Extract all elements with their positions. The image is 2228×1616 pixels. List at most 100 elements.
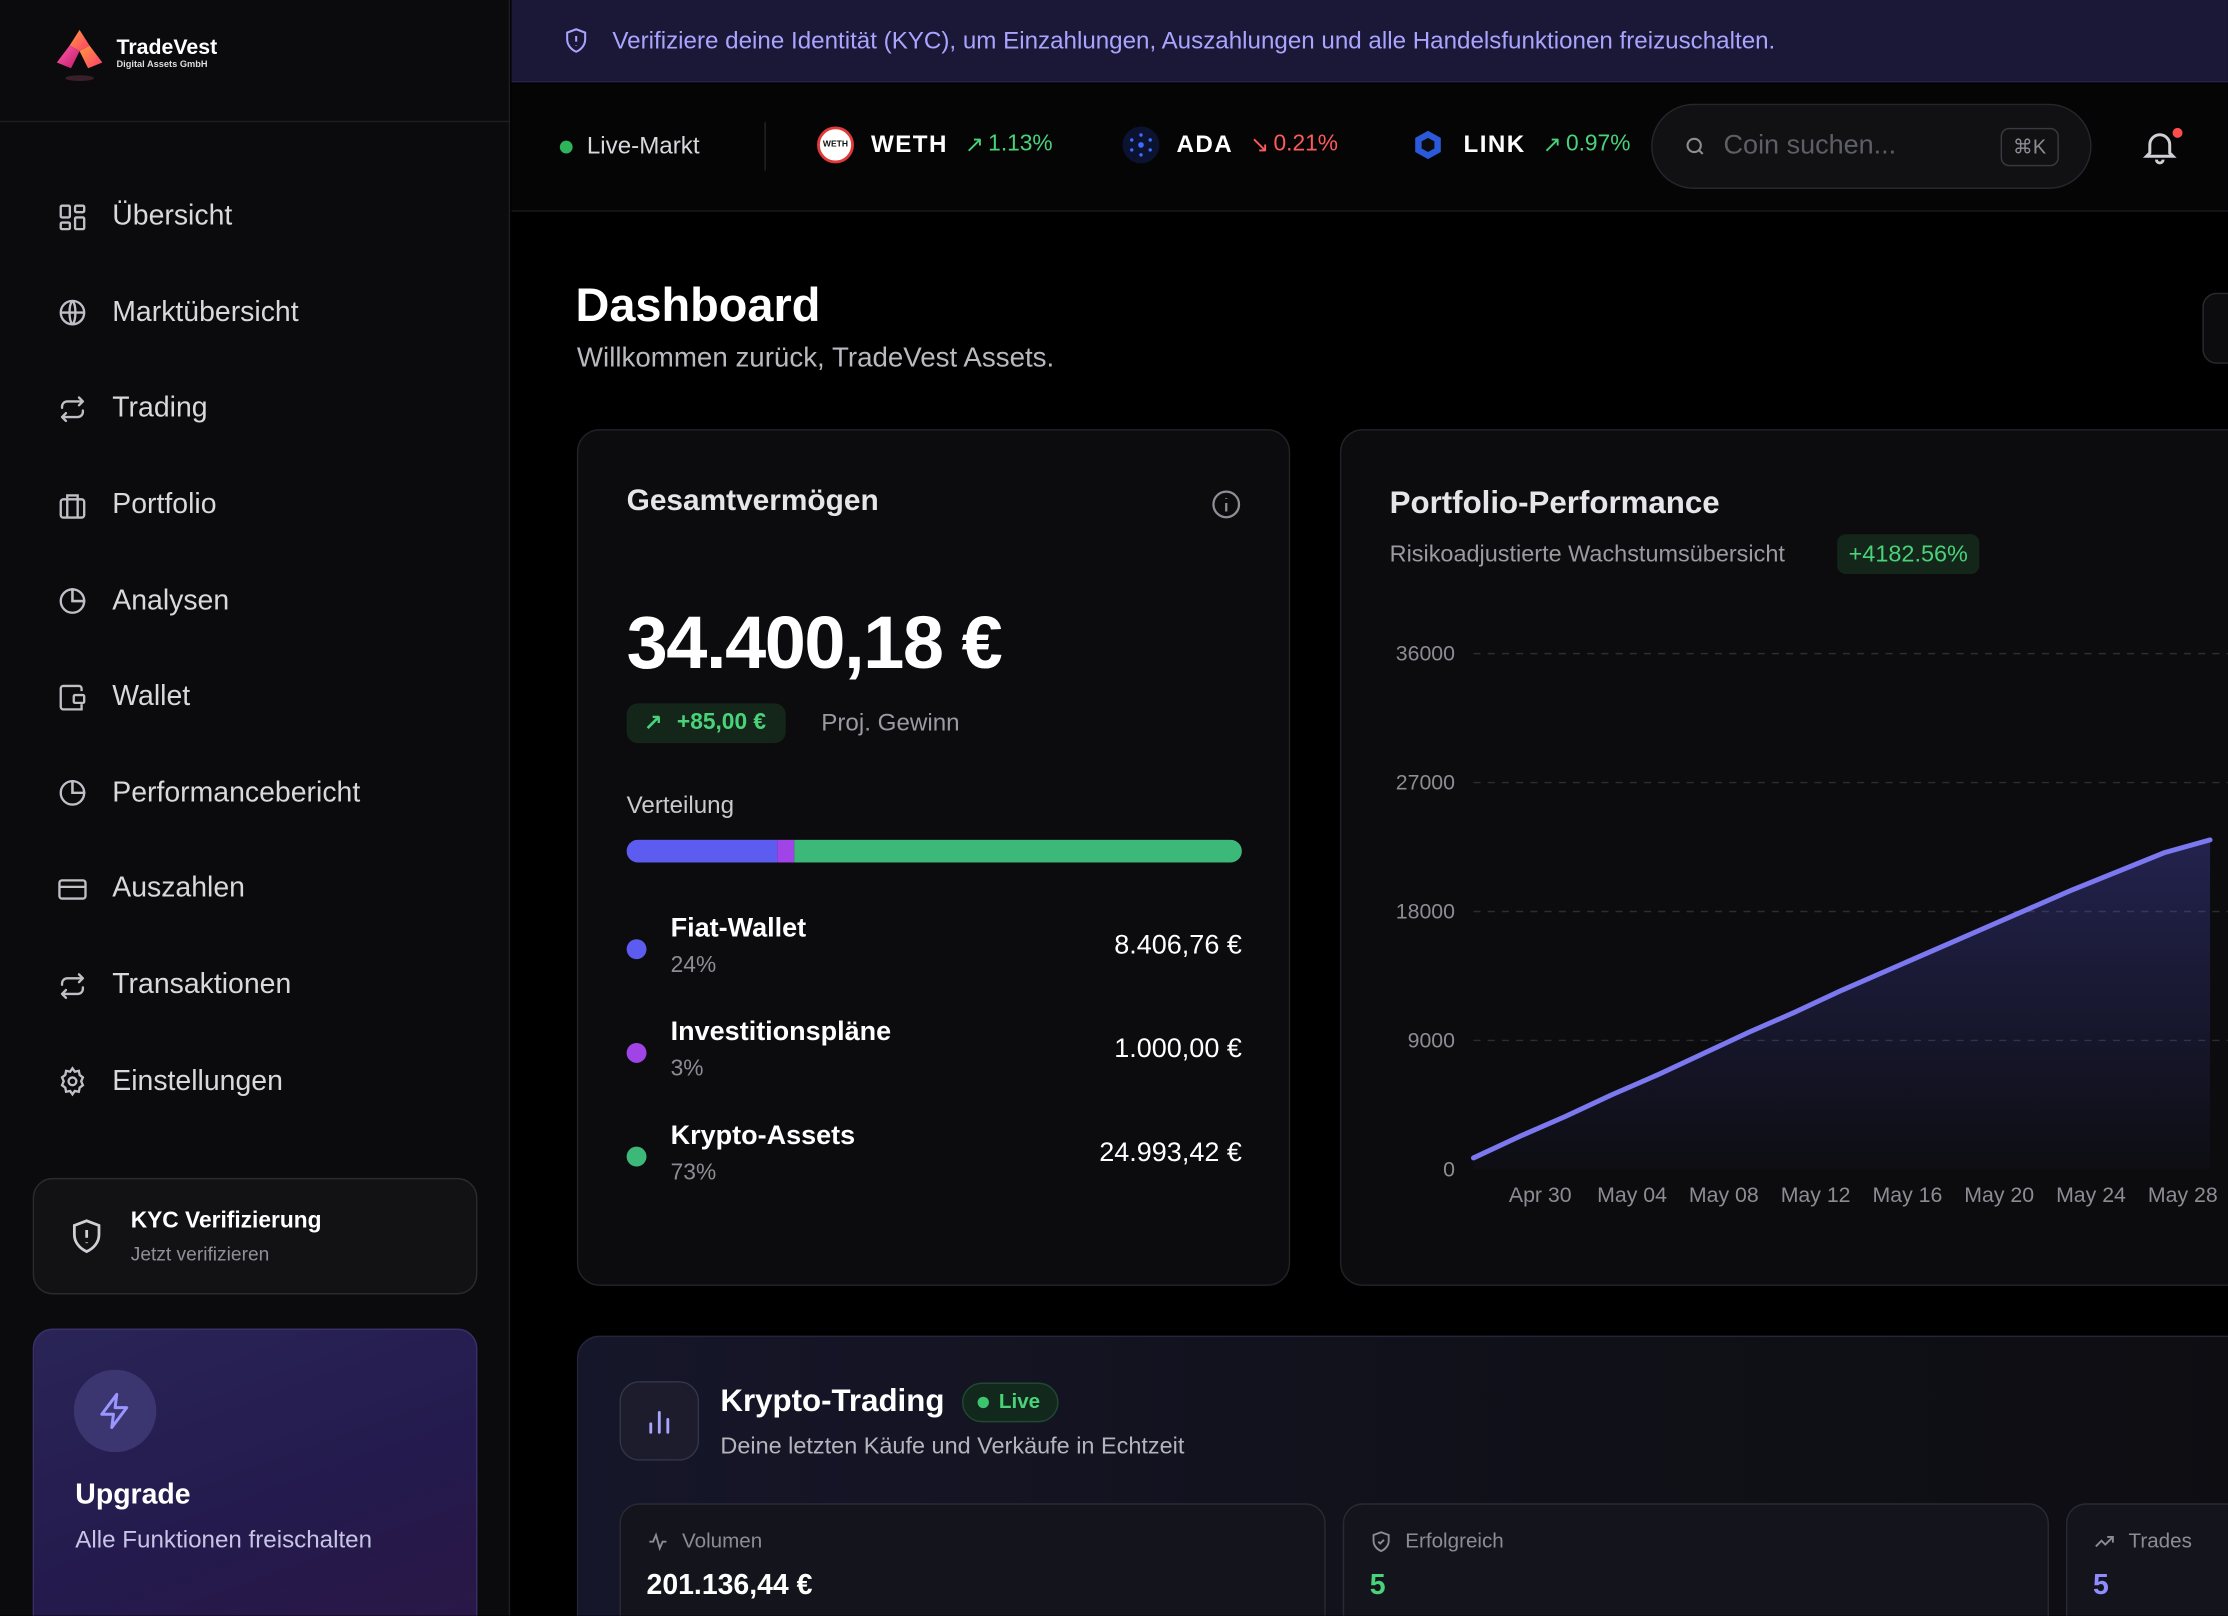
y-tick-label: 0 xyxy=(1443,1158,1455,1182)
sidebar-nav: Übersicht Marktübersicht Trading Portfol… xyxy=(0,169,510,1129)
sidebar-item-performancebericht[interactable]: Performancebericht xyxy=(0,745,510,841)
search-shortcut-badge: ⌘K xyxy=(2000,127,2059,166)
live-dot xyxy=(977,1396,989,1409)
performance-title: Portfolio-Performance xyxy=(1389,484,1720,521)
credit-card-icon xyxy=(58,879,87,900)
sidebar-item-label: Einstellungen xyxy=(112,1065,283,1097)
asset-row-fiat[interactable]: Fiat-Wallet 24% 8.406,76 € xyxy=(626,911,1242,991)
stat-value: 5 xyxy=(2092,1570,2109,1602)
sidebar-item-wallet[interactable]: Wallet xyxy=(0,649,510,745)
info-icon[interactable] xyxy=(1209,487,1243,521)
kyc-verification-card[interactable]: KYC Verifizierung Jetzt verifizieren xyxy=(32,1177,478,1295)
live-badge: Live xyxy=(961,1382,1059,1423)
ticker-symbol: ADA xyxy=(1176,130,1234,158)
stat-label: Volumen xyxy=(682,1530,763,1554)
asset-row-investments[interactable]: Investitionspläne 3% 1.000,00 € xyxy=(626,1015,1242,1095)
upgrade-title: Upgrade xyxy=(75,1479,191,1511)
ticker-symbol: LINK xyxy=(1463,130,1526,158)
sidebar-item-label: Übersicht xyxy=(112,200,233,233)
market-topbar: Live-Markt WETH WETH ↗ 1.13% ADA ↘ 0.21% xyxy=(511,83,2228,212)
link-logo-icon xyxy=(1410,126,1447,163)
pie-chart-icon xyxy=(59,588,86,615)
upgrade-subtitle: Alle Funktionen freischalten xyxy=(75,1526,373,1554)
x-tick-label: May 08 xyxy=(1689,1183,1759,1207)
notification-dot xyxy=(2172,127,2183,138)
asset-name: Fiat-Wallet xyxy=(670,913,807,944)
performance-subtitle: Risikoadjustierte Wachstumsübersicht xyxy=(1389,541,1785,567)
ticker-link[interactable]: LINK ↗ 0.97% xyxy=(1410,126,1630,163)
bell-icon[interactable] xyxy=(2140,126,2180,166)
total-assets-card: Gesamtvermögen 34.400,18 € ↗ +85,00 € Pr… xyxy=(576,429,1291,1286)
distribution-bar xyxy=(626,839,1242,863)
sidebar-item-label: Auszahlen xyxy=(112,873,245,905)
sidebar: TradeVest Digital Assets GmbH Übersicht … xyxy=(0,0,511,1616)
x-tick-label: May 20 xyxy=(1964,1183,2034,1207)
live-dot xyxy=(559,139,573,153)
ticker-change: ↘ 0.21% xyxy=(1250,131,1338,159)
sidebar-item-einstellungen[interactable]: Einstellungen xyxy=(0,1033,510,1129)
asset-name: Investitionspläne xyxy=(670,1017,892,1048)
arrow-up-right-icon: ↗ xyxy=(1542,133,1562,158)
sidebar-item-analysen[interactable]: Analysen xyxy=(0,553,510,649)
gear-icon xyxy=(60,1066,85,1097)
asset-value: 1.000,00 € xyxy=(1114,1034,1242,1065)
kyc-banner-text: Verifiziere deine Identität (KYC), um Ei… xyxy=(612,26,1776,54)
ticker-weth[interactable]: WETH WETH ↗ 1.13% xyxy=(817,126,1053,164)
performance-chart[interactable]: 0 9000 18000 27000 36000 Apr 30 May 04 May 08 Ma… xyxy=(1341,615,2228,1212)
sidebar-item-auszahlen[interactable]: Auszahlen xyxy=(0,841,510,937)
header-action-button[interactable] xyxy=(2202,292,2228,364)
sidebar-item-trading[interactable]: Trading xyxy=(0,361,510,457)
sidebar-item-label: Wallet xyxy=(112,680,191,713)
stat-value: 5 xyxy=(1369,1570,1386,1602)
arrow-down-right-icon: ↘ xyxy=(1250,133,1270,158)
pie-chart-icon xyxy=(59,780,86,807)
y-tick-label: 9000 xyxy=(1408,1029,1456,1053)
shield-alert-icon xyxy=(566,28,587,53)
sidebar-item-label: Portfolio xyxy=(112,488,217,521)
kyc-banner[interactable]: Verifiziere deine Identität (KYC), um Ei… xyxy=(511,0,2228,83)
brand-subtitle: Digital Assets GmbH xyxy=(116,60,208,70)
search-icon xyxy=(1686,137,1704,155)
upgrade-card[interactable]: Upgrade Alle Funktionen freischalten xyxy=(32,1328,478,1616)
trending-up-icon xyxy=(2095,1535,2114,1548)
total-assets-value: 34.400,18 € xyxy=(626,602,1003,685)
stat-volume: Volumen 201.136,44 € xyxy=(619,1503,1326,1616)
asset-row-crypto[interactable]: Krypto-Assets 73% 24.993,42 € xyxy=(626,1118,1242,1198)
briefcase-icon xyxy=(59,493,86,519)
sidebar-item-portfolio[interactable]: Portfolio xyxy=(0,457,510,553)
arrows-swap-icon xyxy=(60,972,85,999)
arrow-up-right-icon: ↗ xyxy=(643,711,663,737)
page-subtitle: Willkommen zurück, TradeVest Assets. xyxy=(576,342,1055,374)
sidebar-item-transaktionen[interactable]: Transaktionen xyxy=(0,937,510,1033)
asset-value: 8.406,76 € xyxy=(1114,930,1242,961)
ticker-symbol: WETH xyxy=(871,130,948,158)
x-tick-label: May 24 xyxy=(2056,1183,2126,1207)
y-tick-label: 27000 xyxy=(1396,771,1455,795)
sidebar-item-marktuebersicht[interactable]: Marktübersicht xyxy=(0,265,510,361)
globe-icon xyxy=(59,300,86,327)
sidebar-item-label: Performancebericht xyxy=(112,777,361,809)
coin-search-input[interactable]: Coin suchen... ⌘K xyxy=(1651,103,2092,189)
sidebar-item-uebersicht[interactable]: Übersicht xyxy=(0,169,510,265)
grid-icon xyxy=(59,204,86,231)
asset-value: 24.993,42 € xyxy=(1099,1138,1242,1168)
bar-chart-icon xyxy=(619,1381,700,1461)
kyc-title: KYC Verifizierung xyxy=(130,1208,322,1233)
ticker-change: ↗ 1.13% xyxy=(965,131,1053,159)
brand-logo[interactable]: TradeVest Digital Assets GmbH xyxy=(51,26,217,83)
y-tick-label: 36000 xyxy=(1396,642,1455,666)
sidebar-divider xyxy=(0,120,511,123)
stat-successful: Erfolgreich 5 xyxy=(1342,1503,2049,1616)
lightning-icon xyxy=(73,1369,157,1453)
distribution-segment-crypto xyxy=(794,839,1242,863)
live-market-indicator: Live-Markt xyxy=(559,132,700,160)
projected-gain-badge: ↗ +85,00 € xyxy=(626,703,786,744)
shield-check-icon xyxy=(1372,1531,1390,1553)
search-placeholder: Coin suchen... xyxy=(1723,130,1897,161)
y-tick-label: 18000 xyxy=(1396,900,1455,924)
ticker-ada[interactable]: ADA ↘ 0.21% xyxy=(1122,126,1338,164)
sidebar-item-label: Transaktionen xyxy=(112,969,292,1001)
activity-icon xyxy=(649,1532,667,1552)
performance-change-badge: +4182.56% xyxy=(1837,534,1980,575)
x-tick-label: May 12 xyxy=(1781,1183,1851,1207)
